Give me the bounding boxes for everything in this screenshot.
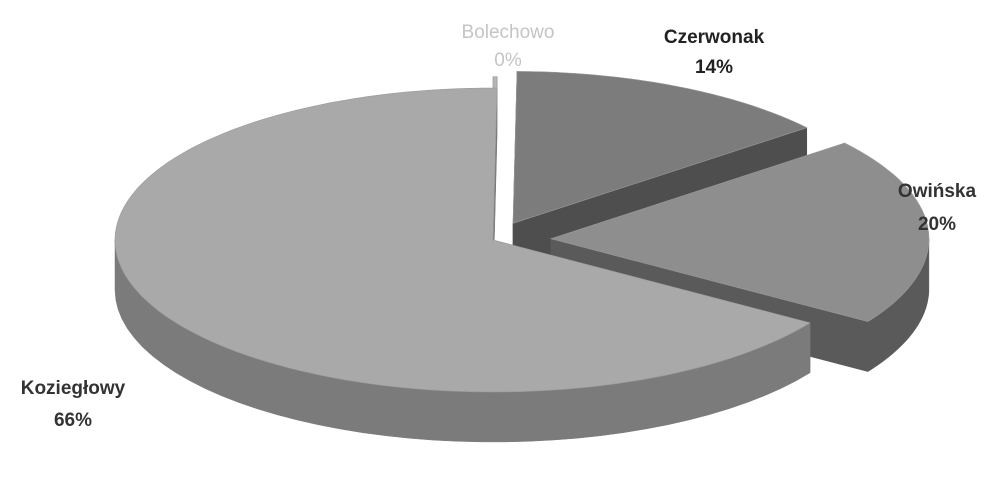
slice-top-owinska xyxy=(549,142,930,322)
slice-top-koziegowy xyxy=(114,87,811,393)
slice-percent-koziglowy: 66% xyxy=(54,410,92,431)
slice-name-owinska: Owińska xyxy=(898,181,977,202)
label-owinska: Owińska 20% xyxy=(898,181,977,235)
slice-name-koziglowy: Koziegłowy xyxy=(21,378,126,399)
slice-name-bolechowo: Bolechowo xyxy=(462,22,555,43)
label-czerwonak: Czerwonak 14% xyxy=(664,27,765,78)
label-bolechowo: Bolechowo 0% xyxy=(462,22,555,71)
label-koziglowy: Koziegłowy 66% xyxy=(21,378,126,431)
slice-top-czerwonak xyxy=(512,71,808,224)
slice-name-czerwonak: Czerwonak xyxy=(664,27,765,48)
slice-percent-owinska: 20% xyxy=(918,214,956,235)
slice-percent-bolechowo: 0% xyxy=(494,50,522,71)
slice-percent-czerwonak: 14% xyxy=(695,57,733,78)
pie-slice-tops xyxy=(114,71,930,393)
